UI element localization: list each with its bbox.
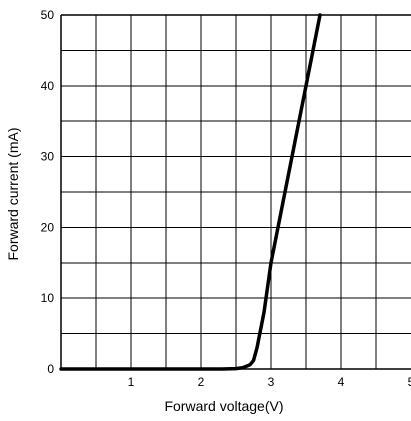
grid [61, 15, 411, 369]
x-tick-labels: 1 2 3 4 5 [128, 375, 411, 389]
x-tick-label: 2 [198, 375, 205, 389]
y-tick-label: 30 [41, 150, 55, 164]
x-axis-title: Forward voltage(V) [164, 398, 283, 414]
y-tick-label: 40 [41, 79, 55, 93]
y-tick-label: 20 [41, 220, 55, 234]
y-tick-label: 50 [41, 8, 55, 22]
x-tick-label: 5 [408, 375, 411, 389]
x-tick-label: 3 [268, 375, 275, 389]
x-tick-label: 1 [128, 375, 135, 389]
series-line [59, 13, 322, 371]
y-tick-label: 0 [47, 362, 54, 376]
series-group [59, 13, 322, 371]
y-tick-label: 10 [41, 291, 55, 305]
y-axis-title: Forward current (mA) [5, 127, 21, 260]
y-tick-labels: 0 10 20 30 40 50 [41, 8, 55, 376]
x-tick-label: 4 [338, 375, 345, 389]
